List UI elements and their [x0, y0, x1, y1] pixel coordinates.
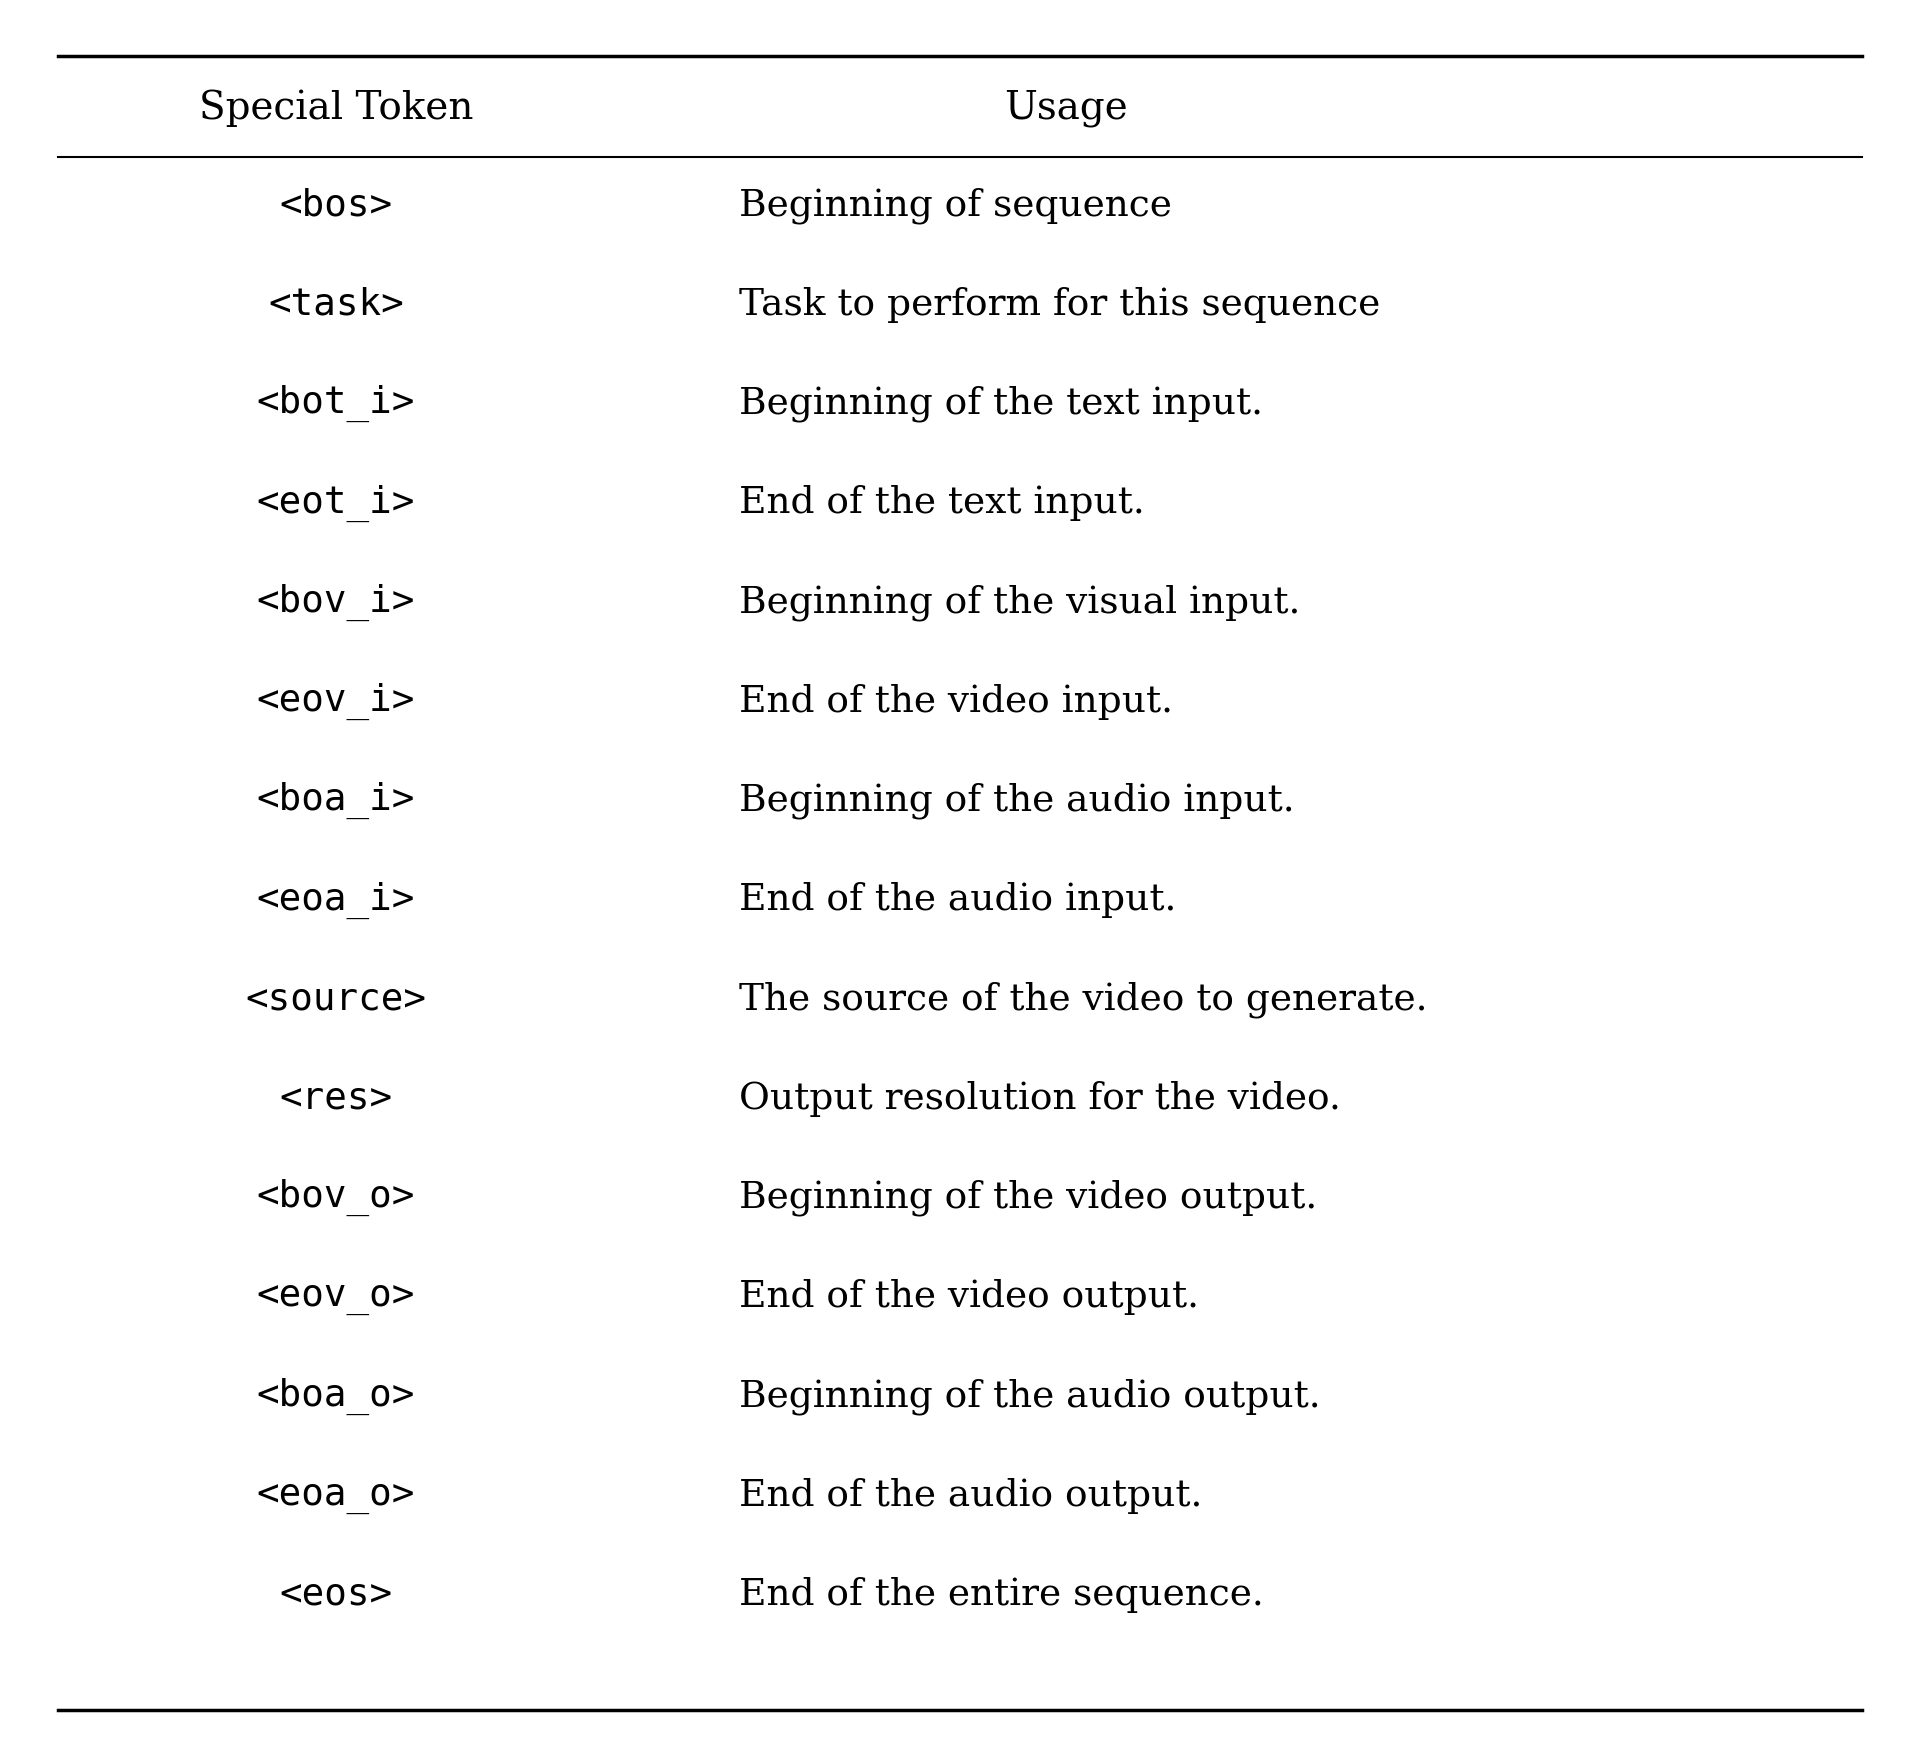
Text: End of the audio input.: End of the audio input. — [739, 883, 1177, 918]
Text: <task>: <task> — [269, 287, 403, 322]
Text: <eot_i>: <eot_i> — [257, 484, 415, 522]
Text: Beginning of the audio output.: Beginning of the audio output. — [739, 1379, 1321, 1414]
Text: <bov_i>: <bov_i> — [257, 583, 415, 622]
Text: End of the text input.: End of the text input. — [739, 486, 1144, 521]
Text: Output resolution for the video.: Output resolution for the video. — [739, 1081, 1340, 1116]
Text: End of the video input.: End of the video input. — [739, 684, 1173, 719]
Text: <bov_o>: <bov_o> — [257, 1179, 415, 1217]
Text: End of the entire sequence.: End of the entire sequence. — [739, 1577, 1263, 1612]
Text: Beginning of the audio input.: Beginning of the audio input. — [739, 783, 1294, 818]
Text: Beginning of sequence: Beginning of sequence — [739, 188, 1171, 223]
Text: Beginning of the video output.: Beginning of the video output. — [739, 1180, 1317, 1215]
Text: Beginning of the visual input.: Beginning of the visual input. — [739, 585, 1300, 620]
Text: <bos>: <bos> — [280, 188, 392, 223]
Text: <eov_o>: <eov_o> — [257, 1280, 415, 1314]
Text: <source>: <source> — [246, 982, 426, 1017]
Text: End of the audio output.: End of the audio output. — [739, 1478, 1202, 1513]
Text: End of the video output.: End of the video output. — [739, 1280, 1200, 1314]
Text: Task to perform for this sequence: Task to perform for this sequence — [739, 287, 1380, 322]
Text: <res>: <res> — [280, 1081, 392, 1116]
Text: Usage: Usage — [1004, 89, 1127, 127]
Text: <eos>: <eos> — [280, 1577, 392, 1612]
Text: Beginning of the text input.: Beginning of the text input. — [739, 387, 1263, 421]
Text: <eoa_i>: <eoa_i> — [257, 881, 415, 919]
Text: <eoa_o>: <eoa_o> — [257, 1478, 415, 1513]
Text: <bot_i>: <bot_i> — [257, 385, 415, 423]
Text: <boa_o>: <boa_o> — [257, 1377, 415, 1415]
Text: The source of the video to generate.: The source of the video to generate. — [739, 982, 1428, 1017]
Text: <boa_i>: <boa_i> — [257, 782, 415, 820]
Text: Special Token: Special Token — [200, 89, 472, 127]
Text: <eov_i>: <eov_i> — [257, 682, 415, 721]
